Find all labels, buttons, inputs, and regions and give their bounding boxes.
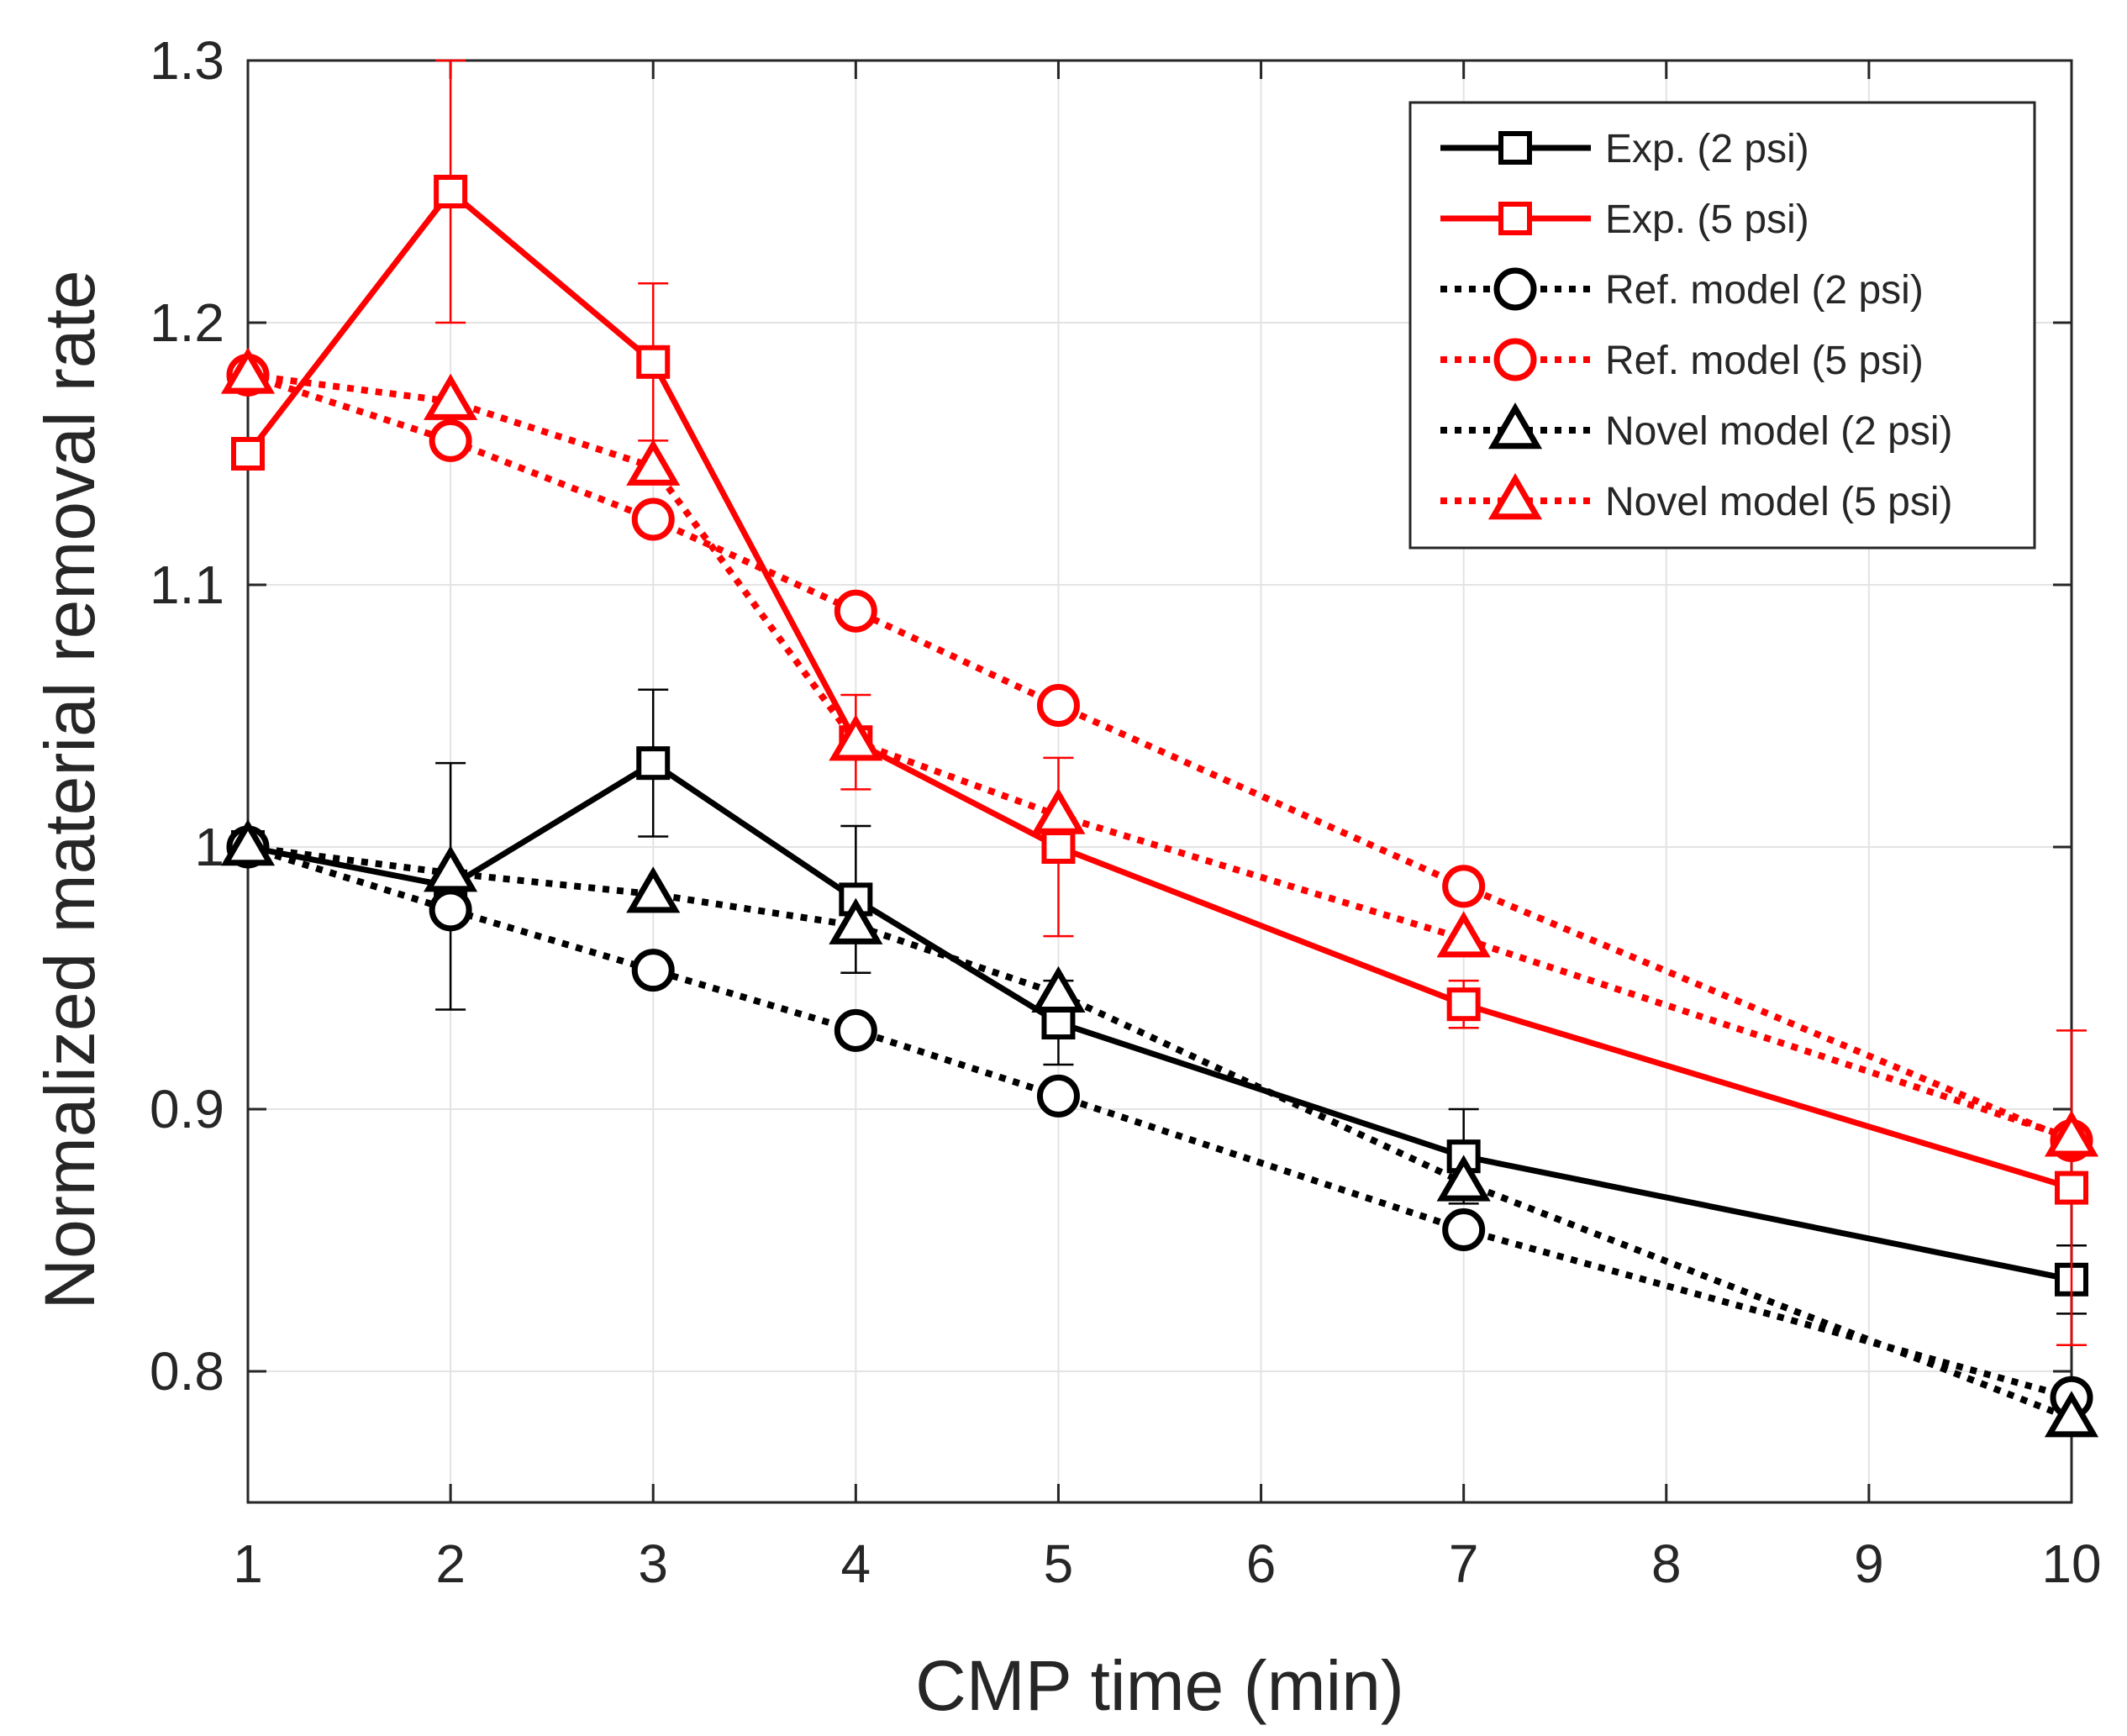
data-point-square	[1041, 1006, 1076, 1040]
data-point-circle	[1036, 684, 1080, 728]
data-point-triangle	[2044, 1391, 2099, 1438]
data-point-circle	[1036, 1074, 1080, 1118]
x-axis-title: CMP time (min)	[915, 1646, 1404, 1725]
data-point-triangle	[1436, 911, 1491, 958]
data-point-triangle	[424, 845, 478, 892]
data-point-triangle	[1436, 1155, 1491, 1202]
data-point-circle	[631, 497, 675, 541]
legend-marker-circle	[1493, 338, 1537, 381]
y-tick-label: 0.8	[150, 1341, 224, 1402]
y-axis-title: Normalized material removal rate	[30, 270, 109, 1309]
data-point-triangle	[829, 714, 883, 761]
data-point-square	[231, 437, 265, 471]
data-point-circle	[429, 418, 472, 462]
x-tick-label: 4	[841, 1533, 871, 1594]
data-point-triangle	[2044, 1110, 2099, 1157]
legend-label: Ref. model (2 psi)	[1605, 268, 1924, 313]
data-point-circle	[1442, 1208, 1486, 1252]
data-point-triangle	[1031, 787, 1086, 834]
data-point-circle	[429, 888, 472, 932]
data-point-triangle	[626, 866, 681, 913]
plot-area-frame	[246, 59, 2073, 1504]
x-tick-label: 9	[1854, 1533, 1884, 1594]
x-tick-label: 5	[1044, 1533, 1074, 1594]
data-point-square	[1041, 830, 1076, 864]
legend-marker-triangle	[1487, 402, 1543, 450]
legend-label: Ref. model (5 psi)	[1605, 339, 1924, 383]
legend-label: Exp. (2 psi)	[1605, 127, 1809, 171]
x-tick-label: 1	[233, 1533, 263, 1594]
legend-marker-square	[1498, 202, 1532, 235]
data-point-circle	[631, 949, 675, 992]
data-point-triangle	[424, 373, 478, 420]
data-point-circle	[834, 589, 877, 633]
x-tick-label: 2	[435, 1533, 466, 1594]
x-tick-label: 6	[1246, 1533, 1277, 1594]
series-group	[220, 59, 2099, 1438]
data-point-square	[636, 746, 671, 781]
data-point-square	[434, 175, 468, 208]
data-point-triangle	[1031, 965, 1086, 1013]
legend-marker-square	[1498, 131, 1532, 165]
y-tick-label: 1.2	[150, 292, 224, 353]
data-point-triangle	[829, 897, 883, 944]
x-tick-label: 3	[638, 1533, 668, 1594]
y-tick-label: 0.9	[150, 1079, 224, 1139]
data-point-circle	[1442, 865, 1486, 908]
series-6	[220, 347, 2099, 1157]
data-point-triangle	[626, 439, 681, 486]
legend-marker-triangle	[1487, 473, 1543, 520]
y-tick-label: 1	[194, 817, 224, 877]
y-tick-label: 1.3	[150, 30, 224, 91]
x-tick-label: 10	[2041, 1533, 2101, 1594]
axis-ticks: 1 2 3 4 5 6 7 8 9 10 0.8 0.9 1 1.1 1.2 1.3	[150, 30, 2102, 1594]
x-tick-label: 8	[1651, 1533, 1682, 1594]
legend-marker-circle	[1493, 267, 1537, 311]
data-point-square	[636, 345, 671, 379]
data-point-square	[1446, 987, 1481, 1022]
legend: Exp. (2 psi) Exp. (5 psi) Ref. model (2 ps…	[1408, 101, 2036, 550]
data-point-triangle	[220, 819, 276, 866]
data-point-circle	[834, 1008, 877, 1052]
legend-label: Novel model (2 psi)	[1605, 409, 1952, 454]
legend-label: Exp. (5 psi)	[1605, 197, 1809, 242]
series-5	[220, 819, 2099, 1438]
y-tick-label: 1.1	[150, 555, 224, 615]
legend-label: Novel model (5 psi)	[1605, 480, 1952, 524]
data-point-triangle	[220, 347, 276, 394]
legend-box	[1408, 101, 2036, 550]
data-point-square	[2055, 1170, 2088, 1205]
x-tick-label: 7	[1449, 1533, 1479, 1594]
